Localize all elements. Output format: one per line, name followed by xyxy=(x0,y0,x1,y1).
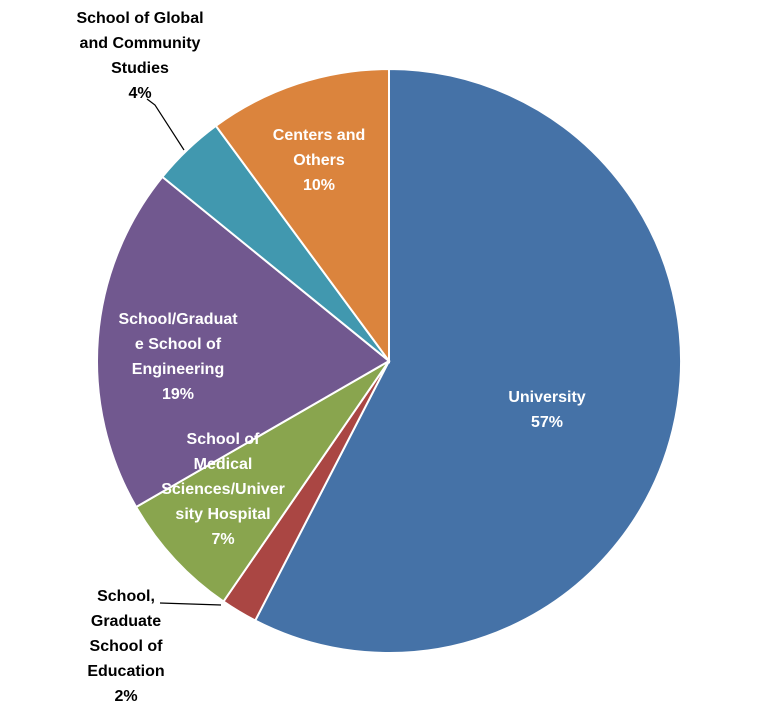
pie-slices xyxy=(96,67,682,654)
leader-line xyxy=(146,98,185,151)
slice-label-school-graduate-school-of-education: School, Graduate School of Education 2% xyxy=(87,588,164,705)
leader-lines xyxy=(146,98,222,606)
slice-label-school-graduate-school-of-engineering: School/Graduat e School of Engineering 19% xyxy=(118,311,238,403)
slice-label-school-of-medical-sciences-university-hospital: School of Medical Sciences/Univer sity Hosp… xyxy=(161,431,285,548)
pie-slice-university xyxy=(253,67,682,654)
slice-label-school-of-global-and-community-studies: School of Global and Community Studies 4% xyxy=(76,10,203,102)
slice-labels: University 57% School, Graduate School of Edu… xyxy=(76,10,585,705)
slice-label-centers-and-others: Centers and Others 10% xyxy=(273,127,365,194)
pie-slice-centers-and-others xyxy=(214,67,390,365)
slice-label-university: University 57% xyxy=(508,389,585,431)
pie-slice-school-graduate-school-of-engineering xyxy=(96,175,391,509)
leader-line xyxy=(159,602,222,606)
pie-slice-school-of-medical-sciences-university-hospital xyxy=(134,360,390,603)
